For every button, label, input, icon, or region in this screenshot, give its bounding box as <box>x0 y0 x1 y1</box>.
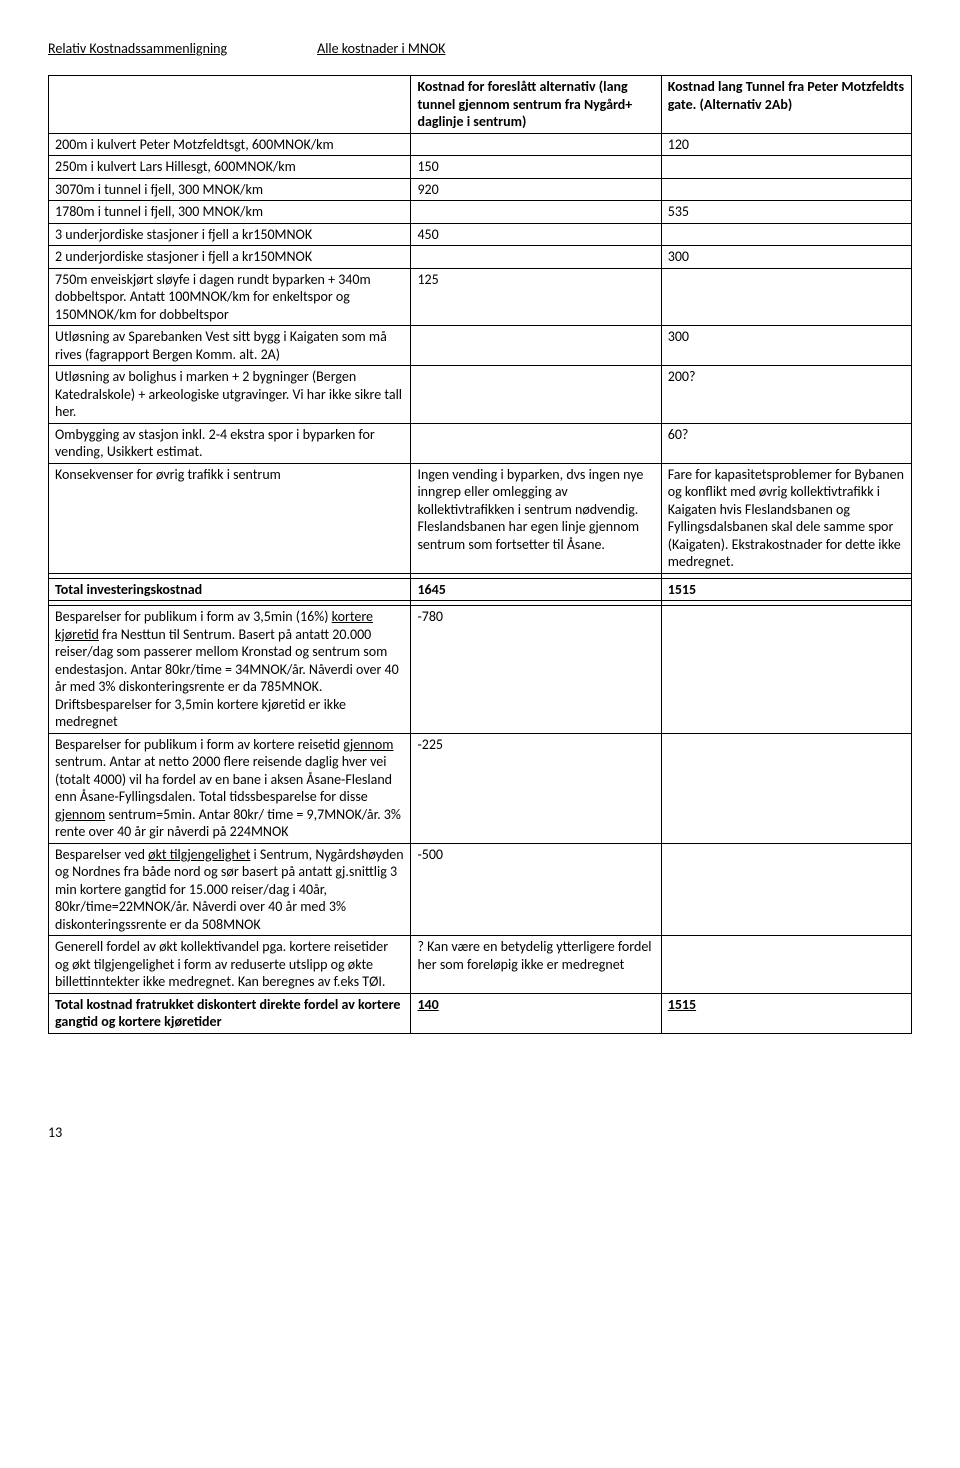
table-row: 250m i kulvert Lars Hillesgt, 600MNOK/km… <box>49 156 912 179</box>
table-row: 3 underjordiske stasjoner i fjell a kr15… <box>49 223 912 246</box>
cell: 2 underjordiske stasjoner i fjell a kr15… <box>49 246 411 269</box>
cell: Utløsning av Sparebanken Vest sitt bygg … <box>49 326 411 366</box>
cell: ? Kan være en betydelig ytterligere ford… <box>411 936 661 994</box>
cell: 750m enveiskjørt sløyfe i dagen rundt by… <box>49 268 411 326</box>
cell <box>661 156 911 179</box>
cell: 1780m i tunnel i fjell, 300 MNOK/km <box>49 201 411 224</box>
col-header-3: Kostnad lang Tunnel fra Peter Motzfeldts… <box>661 76 911 134</box>
cell: 300 <box>661 246 911 269</box>
cell: Ingen vending i byparken, dvs ingen nye … <box>411 463 661 573</box>
cell <box>411 423 661 463</box>
table-row: Kostnad for foreslått alternativ (lang t… <box>49 76 912 134</box>
table-row: Utløsning av bolighus i marken + 2 bygni… <box>49 366 912 424</box>
cell <box>661 223 911 246</box>
page-number: 13 <box>48 1124 912 1141</box>
cell: 200? <box>661 366 911 424</box>
title-left: Relativ Kostnadssammenligning <box>48 40 227 57</box>
total-net-label: Total kostnad fratrukket diskontert dire… <box>49 993 411 1033</box>
cell: -225 <box>411 733 661 843</box>
table-row: 3070m i tunnel i fjell, 300 MNOK/km 920 <box>49 178 912 201</box>
table-row: Konsekvenser for øvrig trafikk i sentrum… <box>49 463 912 573</box>
cell <box>661 843 911 936</box>
table-row: Ombygging av stasjon inkl. 2-4 ekstra sp… <box>49 423 912 463</box>
table-row: Total kostnad fratrukket diskontert dire… <box>49 993 912 1033</box>
cell <box>49 76 411 134</box>
total-invest-label: Total investeringskostnad <box>49 578 411 601</box>
cell: 125 <box>411 268 661 326</box>
cell <box>661 606 911 734</box>
table-row: Generell fordel av økt kollektivandel pg… <box>49 936 912 994</box>
cell <box>411 326 661 366</box>
table-row: 1780m i tunnel i fjell, 300 MNOK/km 535 <box>49 201 912 224</box>
cell: 300 <box>661 326 911 366</box>
title-right: Alle kostnader i MNOK <box>317 40 445 57</box>
cell: 60? <box>661 423 911 463</box>
cell: Besparelser ved økt tilgjengelighet i Se… <box>49 843 411 936</box>
page-header: Relativ Kostnadssammenligning Alle kostn… <box>48 40 912 57</box>
cell: 250m i kulvert Lars Hillesgt, 600MNOK/km <box>49 156 411 179</box>
table-row: Utløsning av Sparebanken Vest sitt bygg … <box>49 326 912 366</box>
cell <box>411 246 661 269</box>
total-net-c2: 140 <box>411 993 661 1033</box>
total-net-c3: 1515 <box>661 993 911 1033</box>
cell: 3 underjordiske stasjoner i fjell a kr15… <box>49 223 411 246</box>
table-row: 750m enveiskjørt sløyfe i dagen rundt by… <box>49 268 912 326</box>
cell: 450 <box>411 223 661 246</box>
table-row: Besparelser ved økt tilgjengelighet i Se… <box>49 843 912 936</box>
cost-table: Kostnad for foreslått alternativ (lang t… <box>48 75 912 1034</box>
cell: 150 <box>411 156 661 179</box>
table-row: Total investeringskostnad 1645 1515 <box>49 578 912 601</box>
col-header-2: Kostnad for foreslått alternativ (lang t… <box>411 76 661 134</box>
table-row: Besparelser for publikum i form av korte… <box>49 733 912 843</box>
cell: 120 <box>661 133 911 156</box>
cell: Utløsning av bolighus i marken + 2 bygni… <box>49 366 411 424</box>
cell: 3070m i tunnel i fjell, 300 MNOK/km <box>49 178 411 201</box>
cell: Generell fordel av økt kollektivandel pg… <box>49 936 411 994</box>
cell: Konsekvenser for øvrig trafikk i sentrum <box>49 463 411 573</box>
cell: 920 <box>411 178 661 201</box>
cell: -780 <box>411 606 661 734</box>
table-row: 200m i kulvert Peter Motzfeldtsgt, 600MN… <box>49 133 912 156</box>
cell: Fare for kapasitetsproblemer for Bybanen… <box>661 463 911 573</box>
total-invest-c3: 1515 <box>661 578 911 601</box>
cell <box>411 366 661 424</box>
total-invest-c2: 1645 <box>411 578 661 601</box>
cell <box>661 178 911 201</box>
cell <box>661 268 911 326</box>
cell: 535 <box>661 201 911 224</box>
cell: 200m i kulvert Peter Motzfeldtsgt, 600MN… <box>49 133 411 156</box>
cell: Besparelser for publikum i form av korte… <box>49 733 411 843</box>
cell: -500 <box>411 843 661 936</box>
cell <box>411 201 661 224</box>
cell <box>661 733 911 843</box>
cell <box>411 133 661 156</box>
cell <box>661 936 911 994</box>
cell: Ombygging av stasjon inkl. 2-4 ekstra sp… <box>49 423 411 463</box>
table-row: Besparelser for publikum i form av 3,5mi… <box>49 606 912 734</box>
cell: Besparelser for publikum i form av 3,5mi… <box>49 606 411 734</box>
table-row: 2 underjordiske stasjoner i fjell a kr15… <box>49 246 912 269</box>
